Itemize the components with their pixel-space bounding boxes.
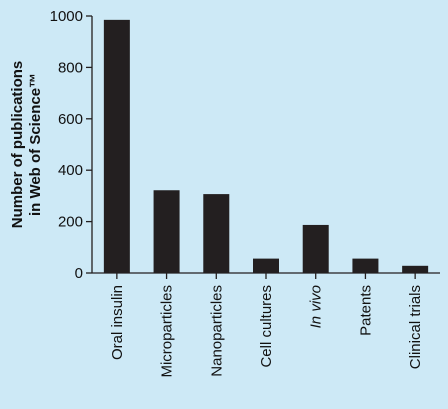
- x-tick-labels: Oral insulin Microparticles Nanoparticles C…: [109, 273, 424, 378]
- bars: [103, 19, 429, 274]
- y-tick-label: 200: [58, 214, 83, 231]
- y-tick-label: 800: [58, 59, 83, 76]
- bar: [103, 19, 130, 274]
- bar: [352, 258, 379, 273]
- x-tick-label: Patents: [357, 285, 374, 336]
- bar: [203, 194, 230, 273]
- bar: [302, 224, 329, 273]
- y-axis-title-line: Number of publications: [9, 61, 26, 229]
- x-tick-label: Cell cultures: [258, 285, 275, 368]
- y-tick-label: 0: [75, 265, 83, 282]
- x-tick-label: Oral insulin: [109, 285, 126, 360]
- y-axis-title-line: in Web of Science™: [27, 73, 44, 216]
- y-tick-label: 1000: [50, 8, 83, 25]
- y-tick-label: 400: [58, 162, 83, 179]
- bar: [253, 258, 279, 273]
- x-tick-label: In vivo: [308, 285, 325, 328]
- x-tick-label: Microparticles: [159, 285, 176, 378]
- bar: [153, 190, 180, 273]
- y-ticks: 0 200 400 600 800 1000: [50, 8, 92, 282]
- y-tick-label: 600: [58, 111, 83, 128]
- y-axis-title: Number of publications in Web of Science™: [9, 61, 44, 229]
- axes: [91, 16, 440, 274]
- x-tick-label: Nanoparticles: [208, 285, 225, 377]
- x-tick-label: Clinical trials: [407, 285, 424, 369]
- bar: [402, 265, 429, 273]
